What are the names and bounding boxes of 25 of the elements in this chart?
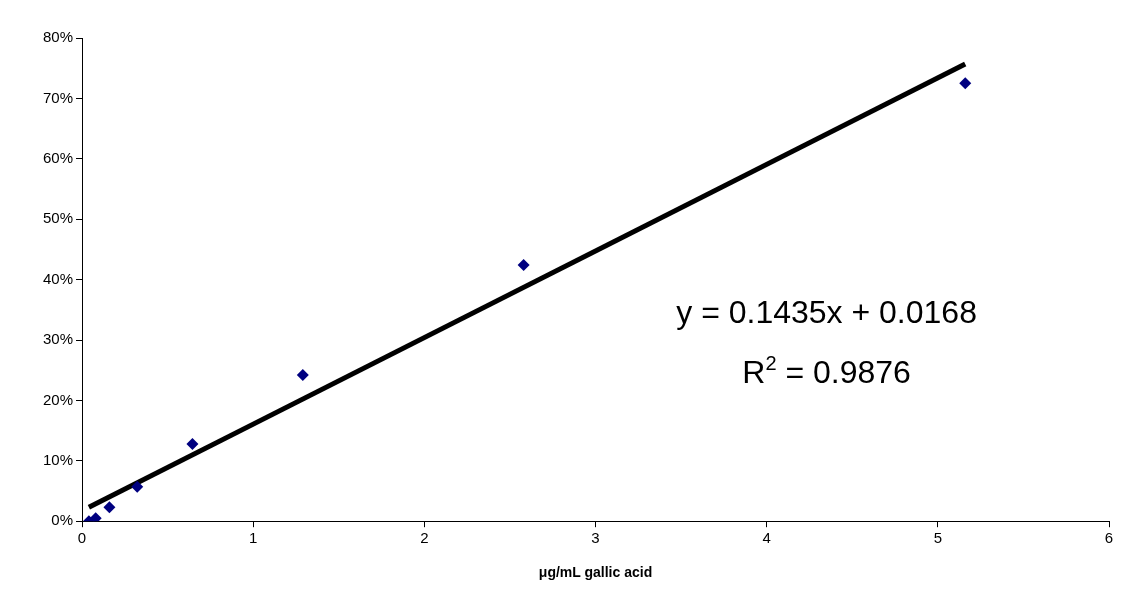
x-tick-label: 0: [77, 529, 87, 547]
x-tick-label: 4: [762, 529, 771, 547]
point: [296, 369, 309, 382]
point: [186, 437, 199, 450]
x-axis-title: μg/mL gallic acid: [538, 564, 653, 581]
point: [103, 501, 116, 514]
y-tick-label: 70%: [42, 88, 74, 106]
y-tick-label: 0%: [51, 511, 74, 529]
x-tick-label: 3: [591, 529, 600, 547]
x-tick-label: 1: [249, 529, 258, 547]
x-tick-label: 2: [420, 529, 429, 547]
point: [959, 77, 972, 90]
x-tick-label: 6: [1104, 529, 1114, 547]
y-tick-label: 60%: [42, 148, 74, 166]
point: [517, 259, 530, 272]
y-tick-label: 50%: [42, 209, 74, 227]
y-tick-label: 30%: [42, 330, 74, 348]
annotation: y = 0.1435x + 0.0168: [676, 294, 977, 331]
x-tick-label: 5: [933, 529, 943, 547]
point: [89, 512, 102, 522]
y-tick-label: 10%: [42, 450, 74, 468]
y-tick-label: 80%: [42, 28, 74, 46]
point: [131, 480, 144, 493]
y-tick-label: 20%: [42, 390, 74, 408]
y-tick-label: 40%: [42, 269, 74, 287]
